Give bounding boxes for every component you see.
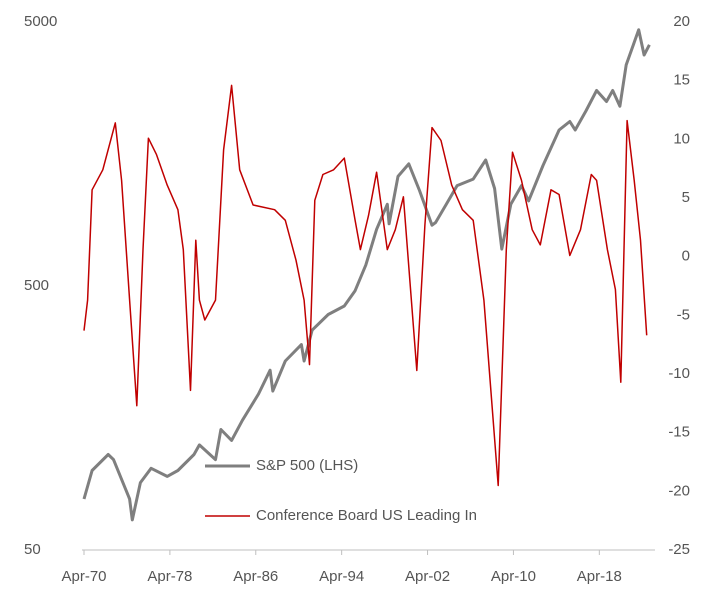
x-tick-label: Apr-02 <box>405 568 450 585</box>
y2-tick-label: -20 <box>668 482 690 499</box>
x-tick-label: Apr-78 <box>147 568 192 585</box>
x-tick-label: Apr-86 <box>233 568 278 585</box>
x-tick-label: Apr-94 <box>319 568 364 585</box>
y2-tick-label: 0 <box>682 248 690 265</box>
x-tick-label: Apr-10 <box>491 568 536 585</box>
y-tick-label: 500 <box>24 277 49 294</box>
y2-tick-label: 15 <box>673 72 690 89</box>
y-tick-label: 50 <box>24 541 41 558</box>
series-line <box>83 84 648 487</box>
y-tick-label: 5000 <box>24 13 57 30</box>
y2-tick-label: -10 <box>668 365 690 382</box>
y2-tick-label: -25 <box>668 541 690 558</box>
x-tick-label: Apr-18 <box>577 568 622 585</box>
x-tick-label: Apr-70 <box>61 568 106 585</box>
y2-tick-label: 5 <box>682 189 690 206</box>
y2-tick-label: -15 <box>668 424 690 441</box>
legend-label: S&P 500 (LHS) <box>256 457 358 474</box>
legend-label: Conference Board US Leading In <box>256 507 477 524</box>
series-line <box>82 28 651 522</box>
y2-tick-label: 10 <box>673 130 690 147</box>
y2-tick-label: -5 <box>677 306 690 323</box>
y2-tick-label: 20 <box>673 13 690 30</box>
